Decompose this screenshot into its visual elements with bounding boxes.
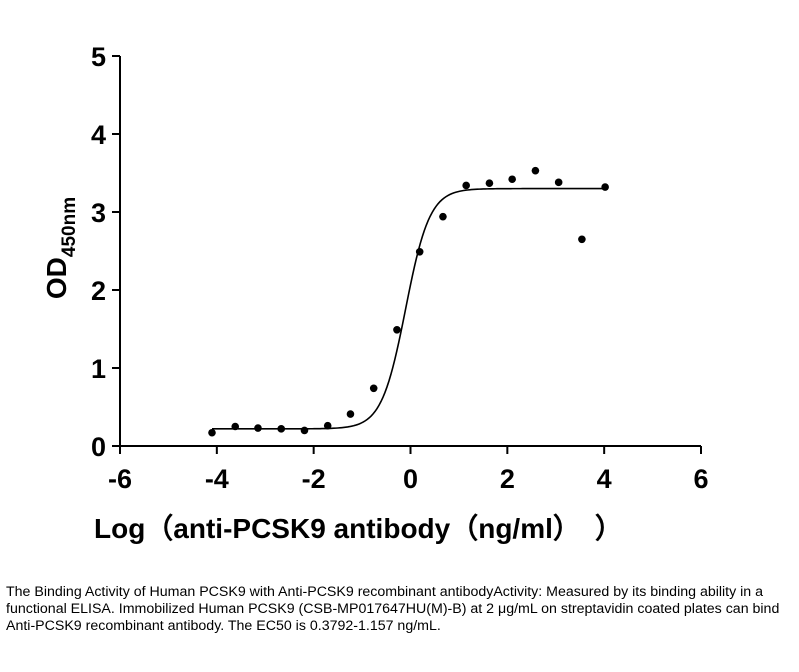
data-point <box>485 179 494 187</box>
x-ticks: -6 -4 -2 0 2 4 6 <box>108 446 709 494</box>
x-tick-label: 4 <box>597 464 612 494</box>
y-axis-title: OD450nm <box>41 197 80 299</box>
y-axis-title-subscript: 450nm <box>59 197 80 257</box>
x-tick-label: -6 <box>108 464 132 494</box>
data-point <box>531 166 540 175</box>
y-axis-title-main: OD <box>41 257 72 299</box>
data-point <box>462 181 470 190</box>
data-point <box>393 325 401 334</box>
data-point <box>346 410 355 418</box>
x-tick-label: 0 <box>403 464 418 494</box>
y-tick-label: 1 <box>91 354 106 384</box>
data-point <box>277 425 286 433</box>
y-ticks: 0 1 2 3 4 5 <box>91 42 120 462</box>
y-tick-label: 4 <box>91 120 106 150</box>
data-point <box>323 421 332 430</box>
binding-curve-chart: -6 -4 -2 0 2 4 6 0 1 2 3 4 5 OD450nm Log（anti-PCSK9… <box>41 42 709 544</box>
data-point <box>300 426 309 435</box>
figure-caption: The Binding Activity of Human PCSK9 with… <box>6 584 780 634</box>
data-point <box>554 178 563 187</box>
data-point <box>254 424 262 432</box>
data-point <box>231 422 240 431</box>
x-tick-label: 2 <box>500 464 515 494</box>
data-point <box>415 247 424 256</box>
y-tick-label: 3 <box>91 198 106 228</box>
y-tick-label: 5 <box>91 42 106 72</box>
data-point <box>369 384 378 393</box>
data-points <box>208 166 609 437</box>
y-tick-label: 0 <box>91 432 106 462</box>
y-tick-label: 2 <box>91 276 106 306</box>
data-point <box>439 212 447 221</box>
x-tick-label: -4 <box>205 464 229 494</box>
x-tick-label: -2 <box>302 464 326 494</box>
data-point <box>208 428 216 437</box>
data-point <box>601 183 609 191</box>
x-axis-title: Log（anti-PCSK9 antibody（ng/ml） ） <box>94 512 623 544</box>
data-point <box>578 235 586 244</box>
fit-curve <box>211 187 606 430</box>
x-tick-label: 6 <box>693 464 708 494</box>
data-point <box>508 175 516 184</box>
axes <box>119 56 701 447</box>
